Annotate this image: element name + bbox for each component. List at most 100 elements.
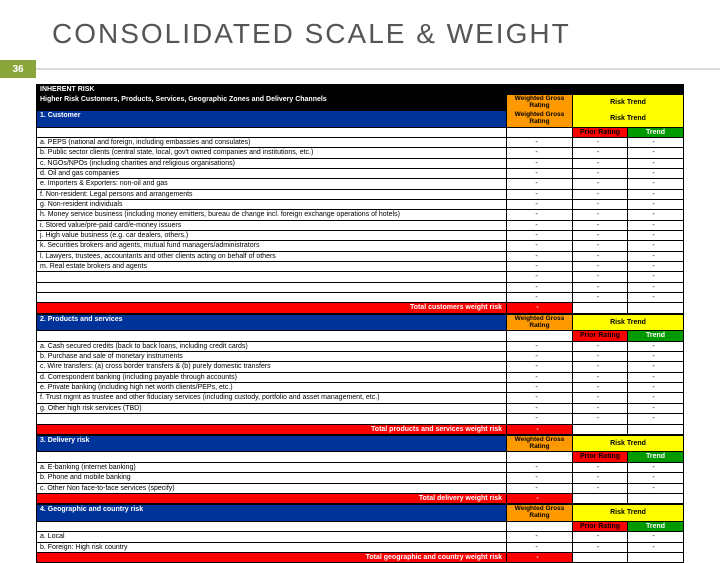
item-label: i. Stored value/pre-paid card/e-money is…	[37, 221, 507, 230]
table-row: d. Oil and gas companies---	[37, 168, 683, 178]
total-wgr: -	[507, 303, 573, 312]
prior-value: -	[573, 352, 628, 361]
table-row-empty: ---	[37, 282, 683, 292]
trend-value: -	[628, 231, 683, 240]
item-label: l. Lawyers, trustees, accountants and ot…	[37, 252, 507, 261]
item-label: c. Other Non face-to-face services (spec…	[37, 484, 507, 493]
trend-subheader: Prior RatingTrend	[37, 127, 683, 137]
col-trend: Trend	[628, 522, 683, 531]
trend-value: -	[628, 210, 683, 219]
table-row: e. Importers & Exporters: non-oil and ga…	[37, 178, 683, 188]
wgr-value: -	[507, 543, 573, 552]
trend-value: -	[628, 342, 683, 351]
item-label: e. Private banking (including high net w…	[37, 383, 507, 392]
wgr-value: -	[507, 383, 573, 392]
prior-value: -	[573, 148, 628, 157]
header-higher-risk: Higher Risk Customers, Products, Service…	[37, 94, 683, 111]
wgr-value: -	[507, 362, 573, 371]
trend-value: -	[628, 543, 683, 552]
table-row: a. Cash secured credits (back to back lo…	[37, 341, 683, 351]
table-row: d. Correspondent banking (including paya…	[37, 372, 683, 382]
trend-value: -	[628, 473, 683, 482]
badge-row: 36	[0, 60, 720, 78]
item-label: g. Non-resident individuals	[37, 200, 507, 209]
wgr-value: -	[507, 159, 573, 168]
slide-title: CONSOLIDATED SCALE & WEIGHT	[0, 0, 720, 60]
col-trend: Trend	[628, 452, 683, 461]
trend-subheader: Prior RatingTrend	[37, 451, 683, 461]
col-trend: Trend	[628, 128, 683, 137]
wgr-value: -	[507, 210, 573, 219]
col-prior-rating: Prior Rating	[573, 331, 628, 340]
section-total: Total products and services weight risk-	[37, 424, 683, 434]
item-label: b. Foreign: High risk country	[37, 543, 507, 552]
col-wgr: Weighted Gross Rating	[507, 436, 573, 452]
wgr-value: -	[507, 404, 573, 413]
total-wgr: -	[507, 425, 573, 434]
prior-value: -	[573, 362, 628, 371]
prior-value: -	[573, 342, 628, 351]
section-header: 3. Delivery riskWeighted Gross RatingRis…	[37, 434, 683, 452]
prior-value: -	[573, 221, 628, 230]
prior-value: -	[573, 179, 628, 188]
col-trend: Trend	[628, 331, 683, 340]
total-wgr: -	[507, 494, 573, 503]
trend-value: -	[628, 532, 683, 541]
trend-value: -	[628, 200, 683, 209]
item-label: c. Wire transfers: (a) cross border tran…	[37, 362, 507, 371]
prior-value: -	[573, 543, 628, 552]
prior-value: -	[573, 383, 628, 392]
trend-value: -	[628, 190, 683, 199]
trend-subheader: Prior RatingTrend	[37, 521, 683, 531]
wgr-value: -	[507, 179, 573, 188]
table-row: b. Phone and mobile banking---	[37, 472, 683, 482]
table-row: j. High value business (e.g. car dealers…	[37, 230, 683, 240]
divider-line	[36, 68, 720, 70]
item-label: b. Public sector clients (central state,…	[37, 148, 507, 157]
total-label: Total products and services weight risk	[37, 425, 507, 434]
trend-value: -	[628, 252, 683, 261]
trend-value: -	[628, 241, 683, 250]
table-row: f. Trust mgmt as trustee and other fiduc…	[37, 392, 683, 402]
table-row: m. Real estate brokers and agents---	[37, 261, 683, 271]
prior-value: -	[573, 393, 628, 402]
section-header: 4. Geographic and country riskWeighted G…	[37, 503, 683, 521]
label-inherent-risk: INHERENT RISK	[37, 85, 507, 94]
trend-value: -	[628, 262, 683, 271]
table-row: c. Wire transfers: (a) cross border tran…	[37, 361, 683, 371]
col-risk-trend: Risk Trend	[573, 111, 683, 127]
wgr-value: -	[507, 352, 573, 361]
trend-subheader: Prior RatingTrend	[37, 330, 683, 340]
trend-value: -	[628, 362, 683, 371]
col-risk-trend: Risk Trend	[573, 505, 683, 521]
total-label: Total customers weight risk	[37, 303, 507, 312]
total-label: Total delivery weight risk	[37, 494, 507, 503]
prior-value: -	[573, 262, 628, 271]
wgr-value: -	[507, 342, 573, 351]
prior-value: -	[573, 210, 628, 219]
wgr-value: -	[507, 373, 573, 382]
prior-value: -	[573, 404, 628, 413]
section-header: 1. CustomerWeighted Gross RatingRisk Tre…	[37, 111, 683, 127]
slide: CONSOLIDATED SCALE & WEIGHT 36 INHERENT …	[0, 0, 720, 540]
table-row: l. Lawyers, trustees, accountants and ot…	[37, 251, 683, 261]
prior-value: -	[573, 473, 628, 482]
table-row-empty: ---	[37, 271, 683, 281]
table-row-empty: ---	[37, 413, 683, 423]
risk-table: INHERENT RISK Higher Risk Customers, Pro…	[36, 84, 684, 563]
trend-value: -	[628, 373, 683, 382]
wgr-value: -	[507, 241, 573, 250]
table-row-empty: ---	[37, 292, 683, 302]
prior-value: -	[573, 231, 628, 240]
table-row: b. Foreign: High risk country---	[37, 542, 683, 552]
wgr-value: -	[507, 532, 573, 541]
item-label: f. Non-resident: Legal persons and arran…	[37, 190, 507, 199]
wgr-value: -	[507, 190, 573, 199]
table-row: i. Stored value/pre-paid card/e-money is…	[37, 220, 683, 230]
col-wgr: Weighted Gross Rating	[507, 95, 573, 111]
section-total: Total delivery weight risk-	[37, 493, 683, 503]
table-row: f. Non-resident: Legal persons and arran…	[37, 189, 683, 199]
section-title: 1. Customer	[37, 111, 507, 127]
prior-value: -	[573, 532, 628, 541]
table-row: c. Other Non face-to-face services (spec…	[37, 483, 683, 493]
